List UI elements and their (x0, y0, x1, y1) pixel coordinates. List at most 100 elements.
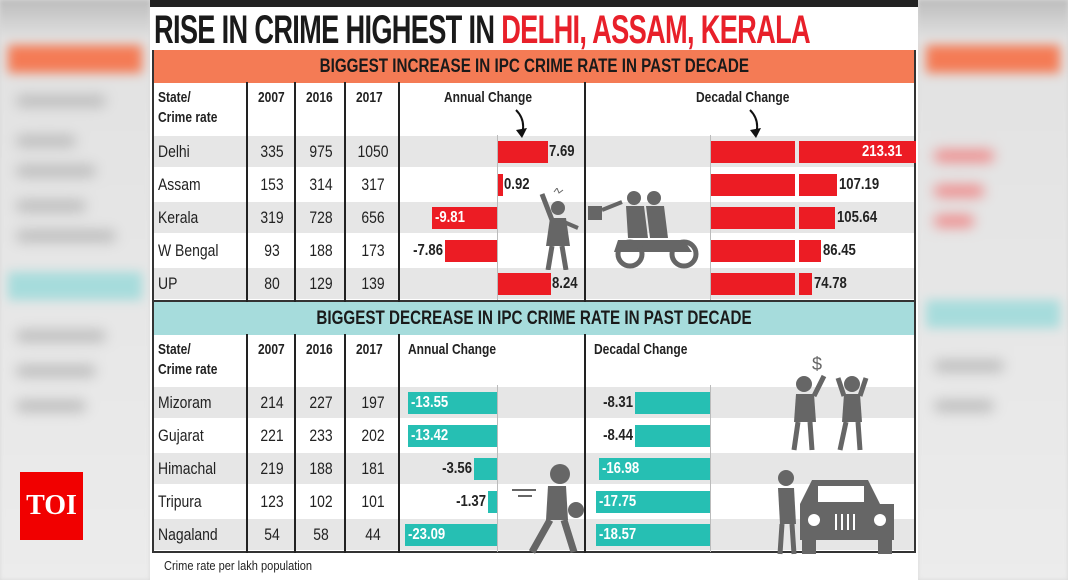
rate-y2016: 188 (309, 241, 333, 260)
section-header: BIGGEST INCREASE IN IPC CRIME RATE IN PA… (152, 50, 916, 83)
annual-change-bar (487, 491, 497, 513)
running-thief-icon (508, 462, 588, 559)
annual-change-bar (497, 273, 552, 295)
rate-y2017: 173 (361, 241, 385, 260)
annual-change-bar (497, 174, 504, 196)
rate-y2007: 80 (264, 274, 280, 293)
decadal-change-bar (635, 392, 710, 414)
state-name: Himachal (158, 459, 217, 478)
rate-y2016: 233 (309, 426, 333, 445)
column-divider (584, 334, 586, 553)
rate-y2017: 181 (361, 459, 385, 478)
infographic: RISE IN CRIME HIGHEST IN DELHI, ASSAM, K… (150, 0, 918, 580)
car-thief-icon (776, 468, 900, 561)
decadal-change-label: -18.57 (599, 526, 637, 543)
column-header-decadal: Decadal Change (594, 341, 688, 358)
annual-change-label: -23.09 (408, 526, 446, 543)
annual-change-label: 0.92 (504, 176, 530, 193)
column-header-state: State/ (158, 89, 191, 106)
blurred-background-right (918, 0, 1068, 580)
rate-y2016: 129 (309, 274, 333, 293)
rate-y2007: 319 (260, 208, 284, 227)
decadal-change-bar (710, 207, 795, 229)
decadal-change-bar-extension (799, 240, 822, 262)
state-name: W Bengal (158, 241, 219, 260)
column-header-decadal: Decadal Change (696, 89, 790, 106)
decadal-change-bar (710, 141, 795, 163)
annual-change-label: 8.24 (552, 275, 578, 292)
column-header-y2016: 2016 (306, 89, 333, 106)
column-divider (246, 334, 248, 553)
column-divider (294, 334, 296, 553)
rate-y2016: 102 (309, 492, 333, 511)
column-header-y2016: 2016 (306, 341, 333, 358)
zero-axis (710, 135, 711, 300)
toi-logo: TOI (20, 472, 83, 540)
table-frame (152, 50, 916, 302)
annual-change-label: 7.69 (548, 143, 575, 160)
annual-change-label: -13.42 (411, 427, 449, 444)
decadal-change-label: 107.19 (838, 176, 879, 193)
column-header-annual: Annual Change (444, 89, 533, 106)
section-header: BIGGEST DECREASE IN IPC CRIME RATE IN PA… (152, 302, 916, 335)
annual-change-bar (407, 392, 497, 414)
state-name: UP (158, 274, 178, 293)
annual-change-bar (405, 524, 497, 546)
rate-y2007: 123 (260, 492, 284, 511)
rate-y2017: 1050 (357, 142, 389, 161)
extortion-figures-icon: $ (790, 352, 870, 457)
svg-text:$: $ (812, 354, 822, 374)
annual-change-label: -13.55 (410, 394, 448, 411)
rate-y2017: 317 (361, 175, 385, 194)
row-shade (154, 387, 914, 418)
rate-y2016: 58 (313, 525, 329, 544)
state-name: Nagaland (158, 525, 218, 544)
column-header-annual: Annual Change (408, 341, 497, 358)
decadal-change-label: 74.78 (814, 275, 848, 292)
column-header-state-sub: Crime rate (158, 361, 218, 378)
annual-change-bar (432, 207, 497, 229)
decadal-change-bar (596, 491, 710, 513)
decadal-change-bar (710, 273, 795, 295)
rate-y2017: 202 (361, 426, 385, 445)
rate-y2017: 44 (365, 525, 381, 544)
column-divider (398, 82, 400, 302)
decadal-change-label: -16.98 (601, 460, 639, 477)
state-name: Tripura (158, 492, 202, 511)
arrow-icon (512, 108, 532, 145)
rate-y2007: 214 (260, 393, 284, 412)
rate-y2007: 219 (260, 459, 284, 478)
annual-change-bar (473, 458, 497, 480)
state-name: Assam (158, 175, 201, 194)
rate-y2016: 227 (309, 393, 333, 412)
state-name: Gujarat (158, 426, 204, 445)
decadal-change-bar (634, 425, 710, 447)
column-divider (584, 82, 586, 302)
column-header-y2017: 2017 (356, 341, 383, 358)
annual-change-label: -3.56 (441, 460, 472, 477)
state-name: Delhi (158, 142, 190, 161)
rate-y2007: 153 (260, 175, 284, 194)
decadal-change-label: 86.45 (823, 242, 856, 259)
rate-y2017: 656 (361, 208, 385, 227)
headline-text: RISE IN CRIME HIGHEST IN (154, 8, 502, 52)
column-divider (344, 82, 346, 302)
decadal-change-bar-extension (799, 207, 836, 229)
annual-change-label: -7.86 (413, 242, 444, 259)
top-rule (150, 0, 918, 7)
decadal-change-label: -8.44 (602, 427, 633, 444)
rate-y2017: 197 (361, 393, 385, 412)
rate-y2007: 335 (260, 142, 284, 161)
rate-y2016: 314 (309, 175, 333, 194)
state-name: Kerala (158, 208, 199, 227)
rate-y2017: 101 (361, 492, 385, 511)
victim-figure-icon (530, 186, 580, 275)
rate-y2016: 975 (309, 142, 333, 161)
state-name: Mizoram (158, 393, 212, 412)
annual-change-bar (497, 141, 548, 163)
column-divider (398, 334, 400, 553)
column-header-state: State/ (158, 341, 191, 358)
decadal-change-bar (710, 174, 795, 196)
decadal-change-bar-extension (799, 141, 916, 163)
column-header-y2007: 2007 (258, 341, 285, 358)
